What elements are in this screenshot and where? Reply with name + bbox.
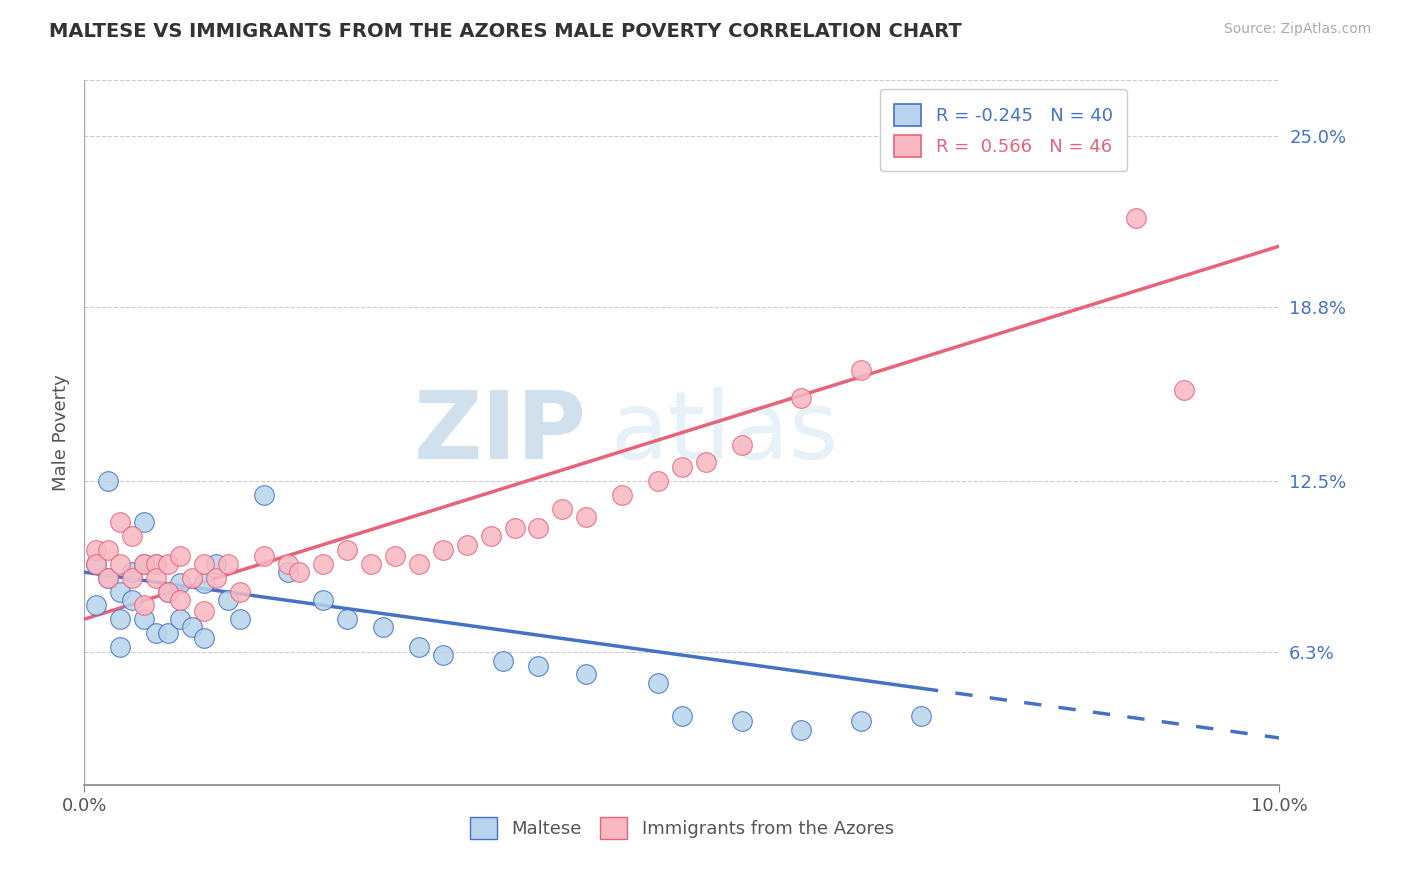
Point: [731, 714, 754, 729]
Point: [157, 626, 180, 640]
Point: [193, 632, 215, 646]
Point: [217, 557, 239, 571]
Point: [479, 529, 502, 543]
Point: [157, 584, 180, 599]
Text: MALTESE VS IMMIGRANTS FROM THE AZORES MALE POVERTY CORRELATION CHART: MALTESE VS IMMIGRANTS FROM THE AZORES MA…: [49, 22, 962, 41]
Point: [121, 592, 143, 607]
Point: [432, 648, 454, 662]
Text: atlas: atlas: [610, 386, 838, 479]
Point: [360, 557, 382, 571]
Point: [121, 571, 143, 585]
Point: [312, 557, 335, 571]
Point: [86, 543, 108, 558]
Point: [253, 549, 276, 563]
Point: [110, 516, 132, 530]
Point: [217, 592, 239, 607]
Point: [193, 604, 215, 618]
Point: [86, 557, 108, 571]
Point: [288, 565, 311, 579]
Point: [97, 543, 120, 558]
Point: [132, 516, 156, 530]
Point: [86, 599, 108, 613]
Point: [145, 626, 167, 640]
Point: [86, 557, 108, 571]
Point: [551, 501, 574, 516]
Point: [432, 543, 454, 558]
Point: [612, 488, 634, 502]
Text: Source: ZipAtlas.com: Source: ZipAtlas.com: [1223, 22, 1371, 37]
Point: [575, 509, 598, 524]
Point: [408, 640, 430, 654]
Point: [527, 521, 550, 535]
Point: [110, 584, 132, 599]
Point: [695, 455, 717, 469]
Text: ZIP: ZIP: [413, 386, 586, 479]
Point: [384, 549, 406, 563]
Y-axis label: Male Poverty: Male Poverty: [52, 375, 70, 491]
Point: [145, 557, 167, 571]
Point: [671, 709, 693, 723]
Point: [790, 723, 813, 737]
Point: [110, 640, 132, 654]
Point: [169, 612, 191, 626]
Point: [110, 612, 132, 626]
Point: [157, 584, 180, 599]
Point: [169, 592, 191, 607]
Point: [408, 557, 430, 571]
Point: [527, 659, 550, 673]
Point: [132, 599, 156, 613]
Point: [205, 571, 228, 585]
Point: [647, 675, 669, 690]
Point: [228, 612, 252, 626]
Point: [312, 592, 335, 607]
Point: [205, 557, 228, 571]
Point: [1125, 211, 1147, 226]
Point: [671, 460, 693, 475]
Legend: Maltese, Immigrants from the Azores: Maltese, Immigrants from the Azores: [463, 810, 901, 847]
Point: [97, 571, 120, 585]
Point: [336, 612, 359, 626]
Point: [132, 557, 156, 571]
Point: [110, 557, 132, 571]
Point: [277, 557, 299, 571]
Point: [132, 557, 156, 571]
Point: [336, 543, 359, 558]
Point: [373, 620, 395, 634]
Point: [132, 612, 156, 626]
Point: [851, 363, 873, 377]
Point: [169, 549, 191, 563]
Point: [145, 557, 167, 571]
Point: [121, 565, 143, 579]
Point: [193, 576, 215, 591]
Point: [503, 521, 526, 535]
Point: [97, 474, 120, 488]
Point: [193, 557, 215, 571]
Point: [181, 571, 204, 585]
Point: [97, 571, 120, 585]
Point: [253, 488, 276, 502]
Point: [121, 529, 143, 543]
Point: [910, 709, 932, 723]
Point: [456, 537, 478, 551]
Point: [790, 391, 813, 405]
Point: [851, 714, 873, 729]
Point: [145, 571, 167, 585]
Point: [277, 565, 299, 579]
Point: [181, 620, 204, 634]
Point: [492, 654, 515, 668]
Point: [228, 584, 252, 599]
Point: [575, 667, 598, 681]
Point: [731, 438, 754, 452]
Point: [169, 576, 191, 591]
Point: [647, 474, 669, 488]
Point: [157, 557, 180, 571]
Point: [1173, 383, 1195, 397]
